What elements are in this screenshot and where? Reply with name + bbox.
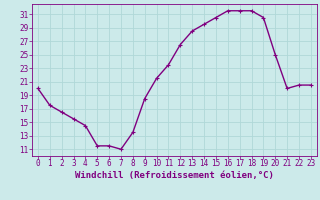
X-axis label: Windchill (Refroidissement éolien,°C): Windchill (Refroidissement éolien,°C) xyxy=(75,171,274,180)
